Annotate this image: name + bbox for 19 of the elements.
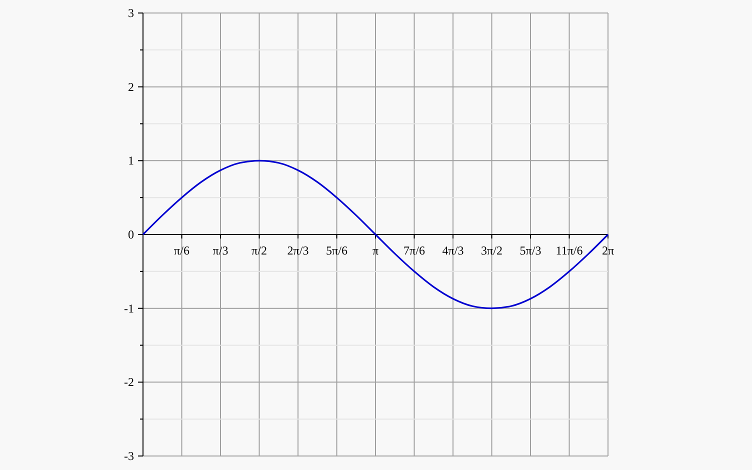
x-tick-label: 3π/2 [481,244,502,258]
x-tick-label: π/2 [252,244,267,258]
y-tick-label: 2 [128,80,134,94]
y-tick-label: 3 [128,6,134,20]
x-tick-label: 11π/6 [556,244,583,258]
x-tick-label: 5π/3 [520,244,542,258]
x-tick-label: 4π/3 [442,244,464,258]
x-tick-label: 2π/3 [287,244,309,258]
x-tick-label: 5π/6 [326,244,348,258]
x-tick-label: 7π/6 [404,244,425,258]
y-tick-label: -2 [124,375,134,390]
x-tick-label: 2π [602,244,614,258]
x-tick-label: π/6 [174,244,190,258]
x-tick-label: π/3 [212,244,228,258]
y-tick-label: -1 [124,301,134,316]
x-tick-label: π [372,244,379,258]
y-tick-label: 0 [128,228,134,242]
y-tick-label: 1 [128,154,134,168]
y-tick-label: -3 [124,449,134,463]
